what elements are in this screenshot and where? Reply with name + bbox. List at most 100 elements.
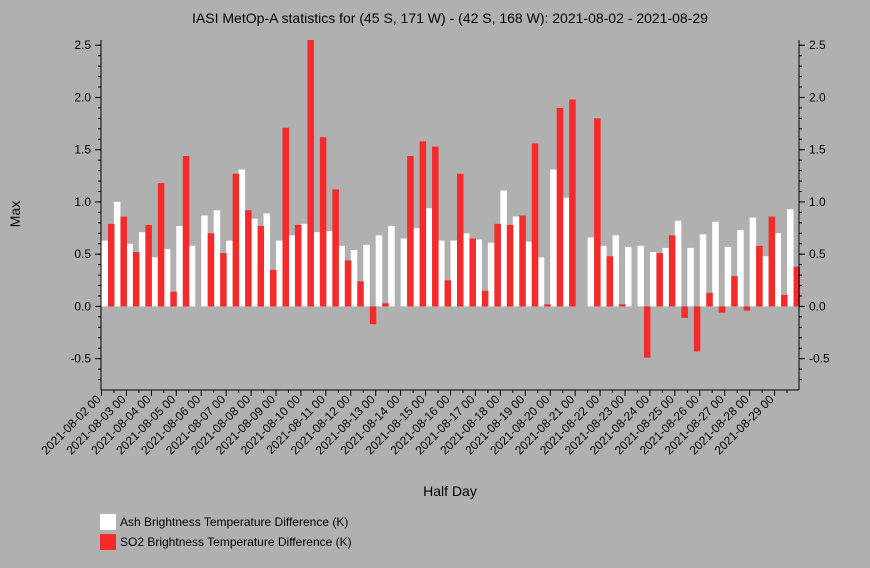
so2-bar-4 xyxy=(157,183,165,307)
ash-bar-5 xyxy=(163,248,171,307)
axes-group: -0.5 -0.5 0.0 0.0 0.5 0.5 1.0 1.0 1.5 1.5 2.0 2.0 2.… xyxy=(39,38,830,457)
ash-bar-33 xyxy=(512,216,520,307)
so2-bar-41 xyxy=(619,304,626,307)
y-tick-label-left: 1.0 xyxy=(74,195,91,209)
ash-bar-17 xyxy=(313,232,320,307)
ash-bar-8 xyxy=(201,215,208,307)
so2-bar-44 xyxy=(656,253,663,307)
chart-title: IASI MetOp-A statistics for (45 S, 171 W… xyxy=(192,10,708,26)
so2-bar-29 xyxy=(469,238,476,307)
ash-bar-31 xyxy=(487,242,495,307)
ash-bar-3 xyxy=(138,232,146,307)
so2-bar-54 xyxy=(781,294,788,307)
so2-bar-9 xyxy=(220,253,227,307)
y-tick-label-right: 0.5 xyxy=(809,247,826,261)
ash-bar-4 xyxy=(151,257,158,307)
so2-bar-0 xyxy=(108,223,115,307)
so2-bar-16 xyxy=(307,40,314,307)
so2-bar-51 xyxy=(743,306,751,311)
y-tick-label-left: 2.0 xyxy=(74,90,91,104)
so2-bar-1 xyxy=(120,216,127,307)
so2-bar-35 xyxy=(544,304,551,307)
y-tick-label-left: 0.5 xyxy=(74,247,91,261)
bars-group xyxy=(101,40,801,358)
y-tick-label-right: 2.0 xyxy=(809,90,826,104)
legend-item-ash: Ash Brightness Temperature Difference (K… xyxy=(100,512,352,532)
ash-bar-22 xyxy=(375,235,383,307)
ash-bar-13 xyxy=(263,213,271,307)
so2-bar-6 xyxy=(182,155,190,307)
y-tick-label-right: 0.0 xyxy=(809,299,826,313)
ash-bar-45 xyxy=(662,247,669,307)
so2-bar-33 xyxy=(519,215,526,307)
so2-bar-18 xyxy=(332,189,339,307)
so2-bar-20 xyxy=(357,281,364,307)
ash-bar-12 xyxy=(251,218,258,307)
legend-label-so2: SO2 Brightness Temperature Difference (K… xyxy=(120,535,352,549)
so2-bar-40 xyxy=(606,256,614,307)
so2-bar-31 xyxy=(494,223,501,307)
so2-bar-55 xyxy=(793,266,801,307)
ash-bar-15 xyxy=(288,235,295,307)
ash-bar-30 xyxy=(475,239,482,307)
y-axis-label: Max xyxy=(7,201,23,227)
so2-bar-27 xyxy=(444,280,452,307)
ash-bar-34 xyxy=(525,241,532,307)
ash-bar-26 xyxy=(425,208,433,307)
so2-bar-22 xyxy=(382,303,389,307)
so2-bar-43 xyxy=(643,306,651,358)
ash-bar-39 xyxy=(587,237,595,307)
ash-bar-50 xyxy=(724,246,732,307)
ash-bar-20 xyxy=(350,250,358,307)
ash-bar-16 xyxy=(300,223,308,307)
legend-label-ash: Ash Brightness Temperature Difference (K… xyxy=(120,515,349,529)
y-tick-label-right: 1.0 xyxy=(809,195,826,209)
ash-bar-43 xyxy=(637,245,644,307)
ash-bar-0 xyxy=(101,240,108,307)
ash-bar-29 xyxy=(462,233,470,307)
so2-bar-47 xyxy=(693,306,701,352)
ash-bar-21 xyxy=(363,244,370,307)
so2-bar-10 xyxy=(232,173,240,307)
so2-bar-8 xyxy=(207,233,215,307)
so2-bar-21 xyxy=(369,306,377,325)
so2-bar-53 xyxy=(768,216,776,307)
x-axis-label: Half Day xyxy=(423,483,477,499)
ash-bar-35 xyxy=(537,257,545,307)
y-tick-label-right: -0.5 xyxy=(809,352,830,366)
so2-bar-30 xyxy=(481,290,489,307)
ash-bar-18 xyxy=(325,231,333,307)
so2-bar-14 xyxy=(282,127,289,307)
so2-bar-26 xyxy=(432,146,439,307)
so2-bar-24 xyxy=(407,155,414,307)
ash-bar-1 xyxy=(113,201,121,307)
ash-bar-25 xyxy=(413,228,420,307)
ash-bar-55 xyxy=(787,209,794,307)
y-tick-label-left: 0.0 xyxy=(74,299,91,313)
ash-bar-27 xyxy=(438,240,445,307)
so2-bar-25 xyxy=(419,141,427,307)
legend-item-so2: SO2 Brightness Temperature Difference (K… xyxy=(100,532,352,552)
so2-bar-34 xyxy=(531,143,539,307)
ash-bar-36 xyxy=(550,169,557,307)
ash-bar-51 xyxy=(737,230,744,307)
ash-bar-10 xyxy=(226,240,233,307)
ash-bar-2 xyxy=(126,243,133,307)
so2-bar-15 xyxy=(294,224,302,307)
so2-bar-39 xyxy=(594,118,601,307)
ash-bar-9 xyxy=(213,210,221,307)
ash-bar-41 xyxy=(612,235,620,307)
ash-bar-19 xyxy=(338,245,345,307)
so2-bar-19 xyxy=(344,260,352,307)
legend-swatch-ash xyxy=(100,514,116,530)
ash-bar-48 xyxy=(699,234,707,307)
ash-bar-6 xyxy=(176,225,183,307)
so2-bar-45 xyxy=(668,235,676,307)
so2-bar-28 xyxy=(457,173,464,307)
so2-bar-12 xyxy=(257,225,265,307)
y-tick-label-right: 1.5 xyxy=(809,143,826,157)
so2-bar-5 xyxy=(170,291,177,307)
ash-bar-52 xyxy=(749,217,757,307)
legend-swatch-so2 xyxy=(100,534,116,550)
